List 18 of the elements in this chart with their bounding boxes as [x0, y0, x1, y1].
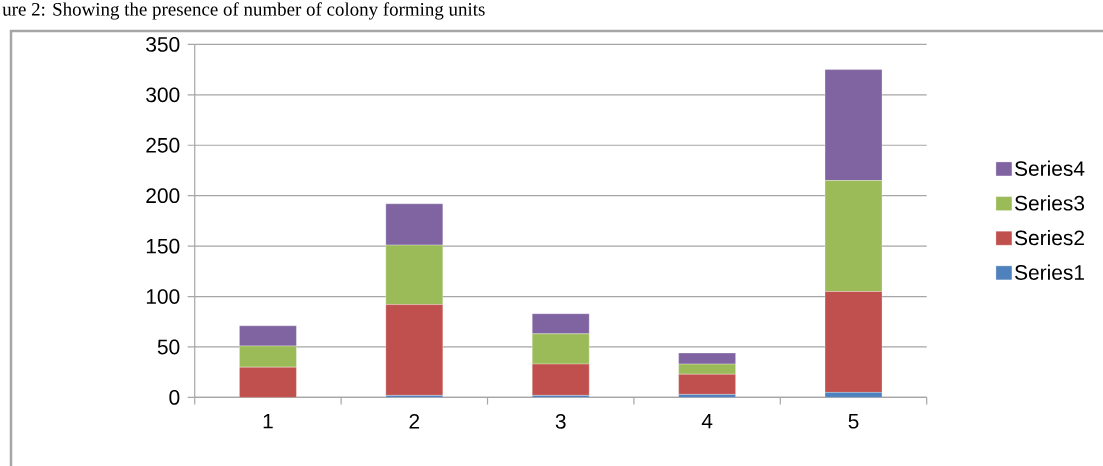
legend-label: Series2 [1015, 229, 1084, 246]
y-tick-label: 250 [146, 137, 180, 153]
legend-label: Series4 [1015, 160, 1085, 176]
legend-label: Series3 [1015, 195, 1085, 211]
x-tick-label: 5 [848, 413, 859, 429]
y-tick-label: 0 [169, 389, 180, 405]
y-tick-label: 50 [157, 339, 180, 355]
x-tick-label: 2 [409, 413, 420, 429]
x-tick-label: 4 [701, 413, 713, 429]
chart-title: ure 2: Showing the presence of number of colony forming units [2, 2, 485, 20]
y-tick-label: 350 [146, 37, 180, 52]
legend-label: Series1 [1015, 264, 1084, 280]
y-tick-label: 150 [146, 238, 180, 254]
x-tick-label: 3 [555, 413, 566, 429]
y-tick-label: 300 [146, 87, 180, 103]
y-tick-label: 200 [146, 188, 180, 204]
x-tick-label: 1 [263, 413, 273, 429]
y-tick-label: 100 [146, 289, 180, 304]
